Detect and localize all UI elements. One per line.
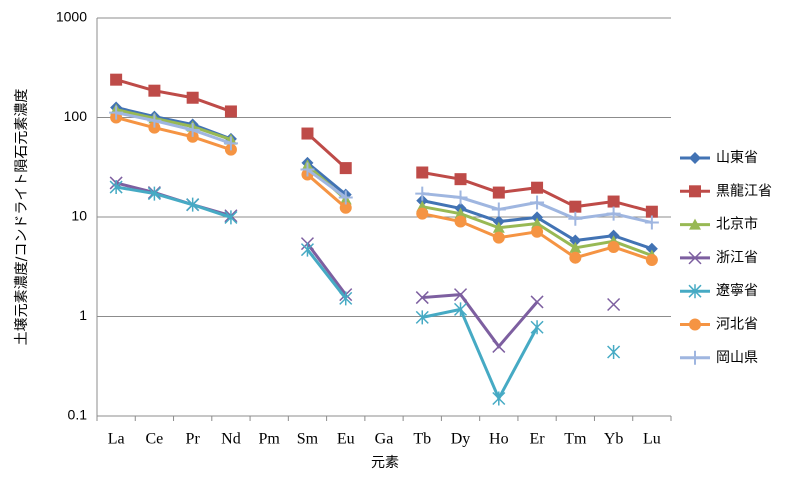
y-tick-label: 0.1 xyxy=(68,407,88,423)
data-point xyxy=(224,105,237,118)
x-tick-label: Ho xyxy=(489,431,509,448)
x-tick-label: Ga xyxy=(375,431,394,448)
data-point xyxy=(568,211,583,226)
data-point xyxy=(607,344,621,359)
data-point xyxy=(491,202,506,217)
x-tick-label: Tm xyxy=(564,431,587,448)
y-tick-label: 10 xyxy=(71,208,87,224)
data-point xyxy=(645,205,658,218)
data-point xyxy=(147,186,161,201)
data-point xyxy=(148,84,161,97)
data-point xyxy=(415,310,429,325)
data-point xyxy=(531,217,544,229)
data-point xyxy=(531,181,544,194)
data-point xyxy=(223,136,238,151)
data-point xyxy=(607,240,620,253)
data-point xyxy=(492,186,505,199)
legend-marker xyxy=(688,350,702,365)
data-point xyxy=(224,210,238,225)
data-point xyxy=(454,207,467,219)
x-tick-label: Eu xyxy=(337,431,355,448)
x-tick-label: Dy xyxy=(451,431,471,448)
data-point xyxy=(454,302,468,317)
y-tick-label: 1 xyxy=(79,307,87,323)
data-point xyxy=(644,215,659,230)
data-point xyxy=(531,225,544,238)
data-point xyxy=(530,195,545,210)
x-tick-label: Yb xyxy=(604,431,624,448)
data-point xyxy=(606,206,621,221)
data-point xyxy=(185,122,200,137)
data-point xyxy=(530,295,544,309)
legend-label: 河北省 xyxy=(716,317,758,333)
data-point xyxy=(530,320,544,335)
data-point xyxy=(607,195,620,208)
data-point xyxy=(339,201,352,214)
data-point xyxy=(186,91,199,104)
legend-label: 浙江省 xyxy=(716,250,758,266)
data-point xyxy=(186,197,200,212)
data-point xyxy=(415,186,430,201)
data-point xyxy=(110,73,123,86)
x-tick-label: Pm xyxy=(259,431,281,448)
data-point xyxy=(569,200,582,213)
x-tick-label: Ce xyxy=(146,431,164,448)
legend-label: 黒龍江省 xyxy=(716,182,772,199)
legend-marker xyxy=(688,284,702,299)
data-point xyxy=(148,121,161,134)
data-point xyxy=(300,242,314,257)
data-point xyxy=(492,339,506,353)
data-point xyxy=(453,190,468,205)
data-point xyxy=(339,291,353,306)
data-point xyxy=(454,288,468,302)
data-point xyxy=(301,127,314,140)
data-point xyxy=(492,231,505,244)
data-point xyxy=(454,215,467,228)
legend-label: 岡山県 xyxy=(716,350,758,366)
legend-marker xyxy=(689,152,701,164)
data-point xyxy=(109,180,123,195)
x-tick-label: Sm xyxy=(297,431,319,448)
x-tick-label: Er xyxy=(530,431,546,448)
x-tick-label: Lu xyxy=(643,431,661,448)
data-point xyxy=(569,241,582,253)
legend-label: 北京市 xyxy=(716,216,758,233)
data-point xyxy=(416,166,429,179)
data-point xyxy=(531,211,544,224)
y-tick-label: 1000 xyxy=(56,9,87,25)
data-point xyxy=(338,190,353,205)
legend-label: 遼寧省 xyxy=(716,282,758,299)
data-point xyxy=(492,215,505,228)
data-point xyxy=(109,105,124,120)
data-point xyxy=(454,173,467,186)
data-point xyxy=(339,162,352,175)
data-point xyxy=(415,291,429,305)
data-point xyxy=(300,162,315,177)
x-axis-label: 元素 xyxy=(371,455,399,471)
data-point xyxy=(416,207,429,220)
x-tick-label: Pr xyxy=(186,431,201,448)
data-point xyxy=(569,234,582,247)
x-tick-label: Nd xyxy=(221,431,241,448)
legend-marker xyxy=(689,218,701,230)
data-point xyxy=(569,251,582,264)
data-point xyxy=(607,297,621,312)
data-point xyxy=(416,194,429,207)
data-point xyxy=(492,391,506,406)
legend-marker xyxy=(688,251,702,265)
legend-marker xyxy=(689,318,701,331)
data-point xyxy=(492,221,505,233)
data-point xyxy=(645,242,658,255)
y-tick-label: 100 xyxy=(64,108,88,124)
x-tick-label: La xyxy=(108,431,125,448)
x-tick-label: Tb xyxy=(413,431,431,448)
legend-label: 山東省 xyxy=(716,150,758,166)
legend-marker xyxy=(689,185,701,198)
y-axis-label: 土壌元素濃度/コンドライト隕石元素濃度 xyxy=(14,89,30,346)
data-point xyxy=(645,253,658,266)
data-point xyxy=(147,113,162,128)
